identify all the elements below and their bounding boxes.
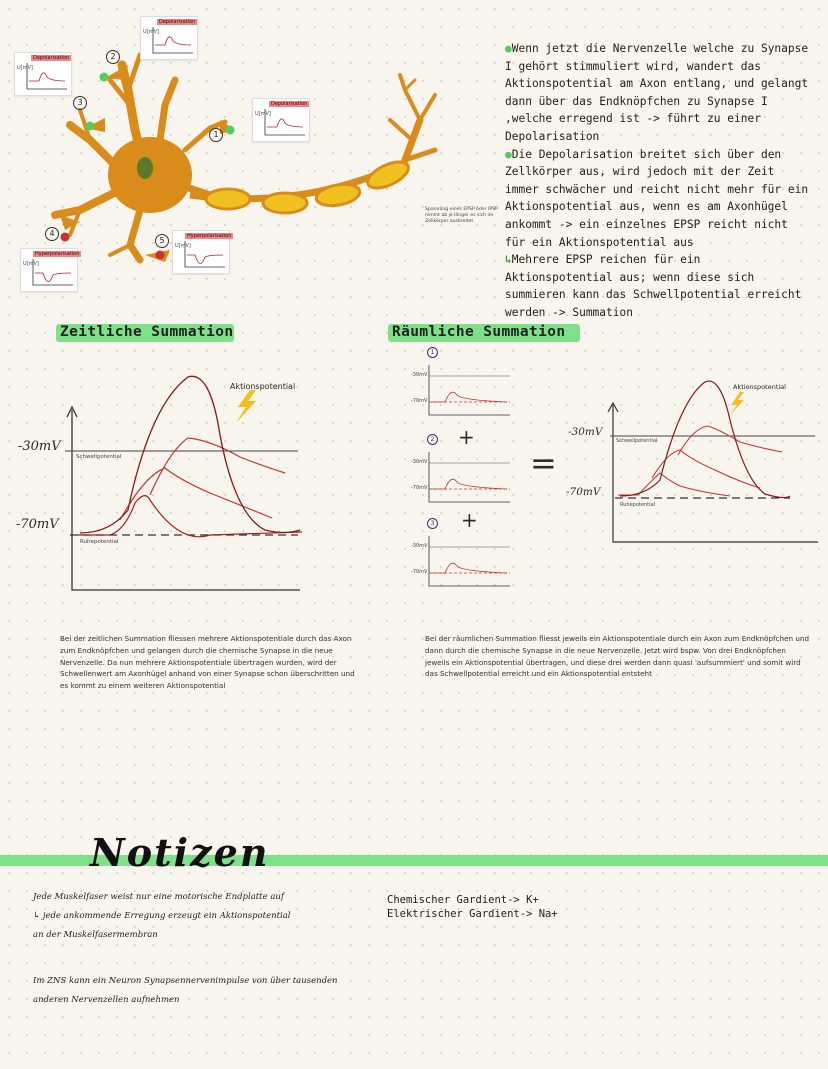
notizen-title: Notizen (90, 830, 270, 875)
neuron-illustration (10, 10, 440, 300)
raeumlich-ruhe-label: Ruhepotential (620, 502, 655, 508)
raeumlich-num-1-icon: 1 (427, 347, 438, 358)
intro-paragraph-3: ↳Mehrere EPSP reichen für ein Aktionspot… (505, 253, 802, 319)
inset-graph-1: Depolarisation U[mV] (252, 98, 310, 142)
notizen-line-5: anderen Nervenzellen aufnehmen (33, 995, 180, 1005)
raeumlich-small-graph-1: 1 -30mV -70mV (395, 345, 515, 423)
epsp-note: Spannung eines EPSP oder IPSP nimmt ab j… (425, 207, 498, 224)
raeumlich-title: Räumliche Summation (392, 324, 566, 340)
equals-sign: = (530, 444, 557, 482)
plus-sign-1: + (458, 425, 475, 449)
label-4-icon: 4 (45, 227, 59, 241)
zeitlich-title: Zeitliche Summation (60, 324, 234, 340)
label-5-icon: 5 (155, 234, 169, 248)
inset-graph-4: Hyperpolarisation U[mV] (20, 248, 82, 292)
inset-graph-5: Hyperpolarisation U[mV] (172, 230, 234, 274)
raeumlich-y-30: -30mV (568, 426, 603, 438)
notizen-line-4: Im ZNS kann ein Neuron Synapsennervenimp… (33, 976, 338, 986)
notizen-line-3: an der Muskelfasermembran (33, 930, 158, 940)
notizen-line-1: Jede Muskelfaser weist nur eine motorisc… (33, 892, 285, 902)
inset-graph-2: Depolarisation U[mV] (140, 16, 198, 60)
zeitlich-y-30: -30mV (18, 439, 61, 454)
zeitlich-title-highlight (56, 324, 234, 342)
inset-graph-3: Depolarisation U[mV] (14, 52, 72, 96)
notizen-right-line-2: Elektrischer Gardient-> Na+ (387, 908, 558, 920)
raeumlich-y-70: -70mV (566, 486, 601, 498)
label-2-icon: 2 (106, 50, 120, 64)
plus-sign-2: + (461, 508, 478, 532)
intro-paragraph-1: ●Wenn jetzt die Nervenzelle welche zu Sy… (505, 42, 809, 143)
raeumlich-ap-label: Aktionspotential (733, 383, 786, 391)
intro-text: ●Wenn jetzt die Nervenzelle welche zu Sy… (505, 40, 813, 322)
zeitlich-y-70: -70mV (16, 517, 59, 532)
notizen-bar (0, 855, 828, 866)
notizen-right-block: Chemischer Gardient-> K+ Elektrischer Ga… (387, 893, 687, 921)
notizen-right-line-1: Chemischer Gardient-> K+ (387, 894, 539, 906)
zeitlich-ruhe-label: Ruhepotential (80, 539, 119, 545)
raeumlich-small-graph-2: 2 -30mV -70mV (395, 432, 515, 510)
raeumlich-num-3-icon: 3 (427, 518, 438, 529)
raeumlich-schwell-label: Schwellpotential (616, 438, 658, 444)
raeumlich-title-highlight (388, 324, 580, 342)
notizen-left-block-2: Im ZNS kann ein Neuron Synapsennervenimp… (33, 972, 363, 1010)
zeitlich-chart: -30mV -70mV Schwellpotential Ruhepotenti… (10, 365, 310, 600)
notizen-line-2: ↳ jede ankommende Erregung erzeugt ein A… (33, 911, 291, 921)
raeumlich-num-2-icon: 2 (427, 434, 438, 445)
label-3-icon: 3 (73, 96, 87, 110)
raeumlich-small-graph-3: 3 -30mV -70mV (395, 516, 515, 594)
notizen-left-block-1: Jede Muskelfaser weist nur eine motorisc… (33, 888, 363, 945)
label-1-icon: 1 (209, 128, 223, 142)
raeumlich-text: Bei der räumlichen Summation fliesst jew… (425, 634, 810, 679)
zeitlich-text: Bei der zeitlichen Summation fliessen me… (60, 634, 355, 691)
intro-paragraph-2: ●Die Depolarisation breitet sich über de… (505, 147, 809, 249)
raeumlich-chart: -30mV -70mV Schwellpotential Ruhepotenti… (560, 370, 822, 550)
zeitlich-ap-label: Aktionspotential (230, 382, 296, 391)
zeitlich-schwell-label: Schwellpotential (76, 454, 122, 460)
